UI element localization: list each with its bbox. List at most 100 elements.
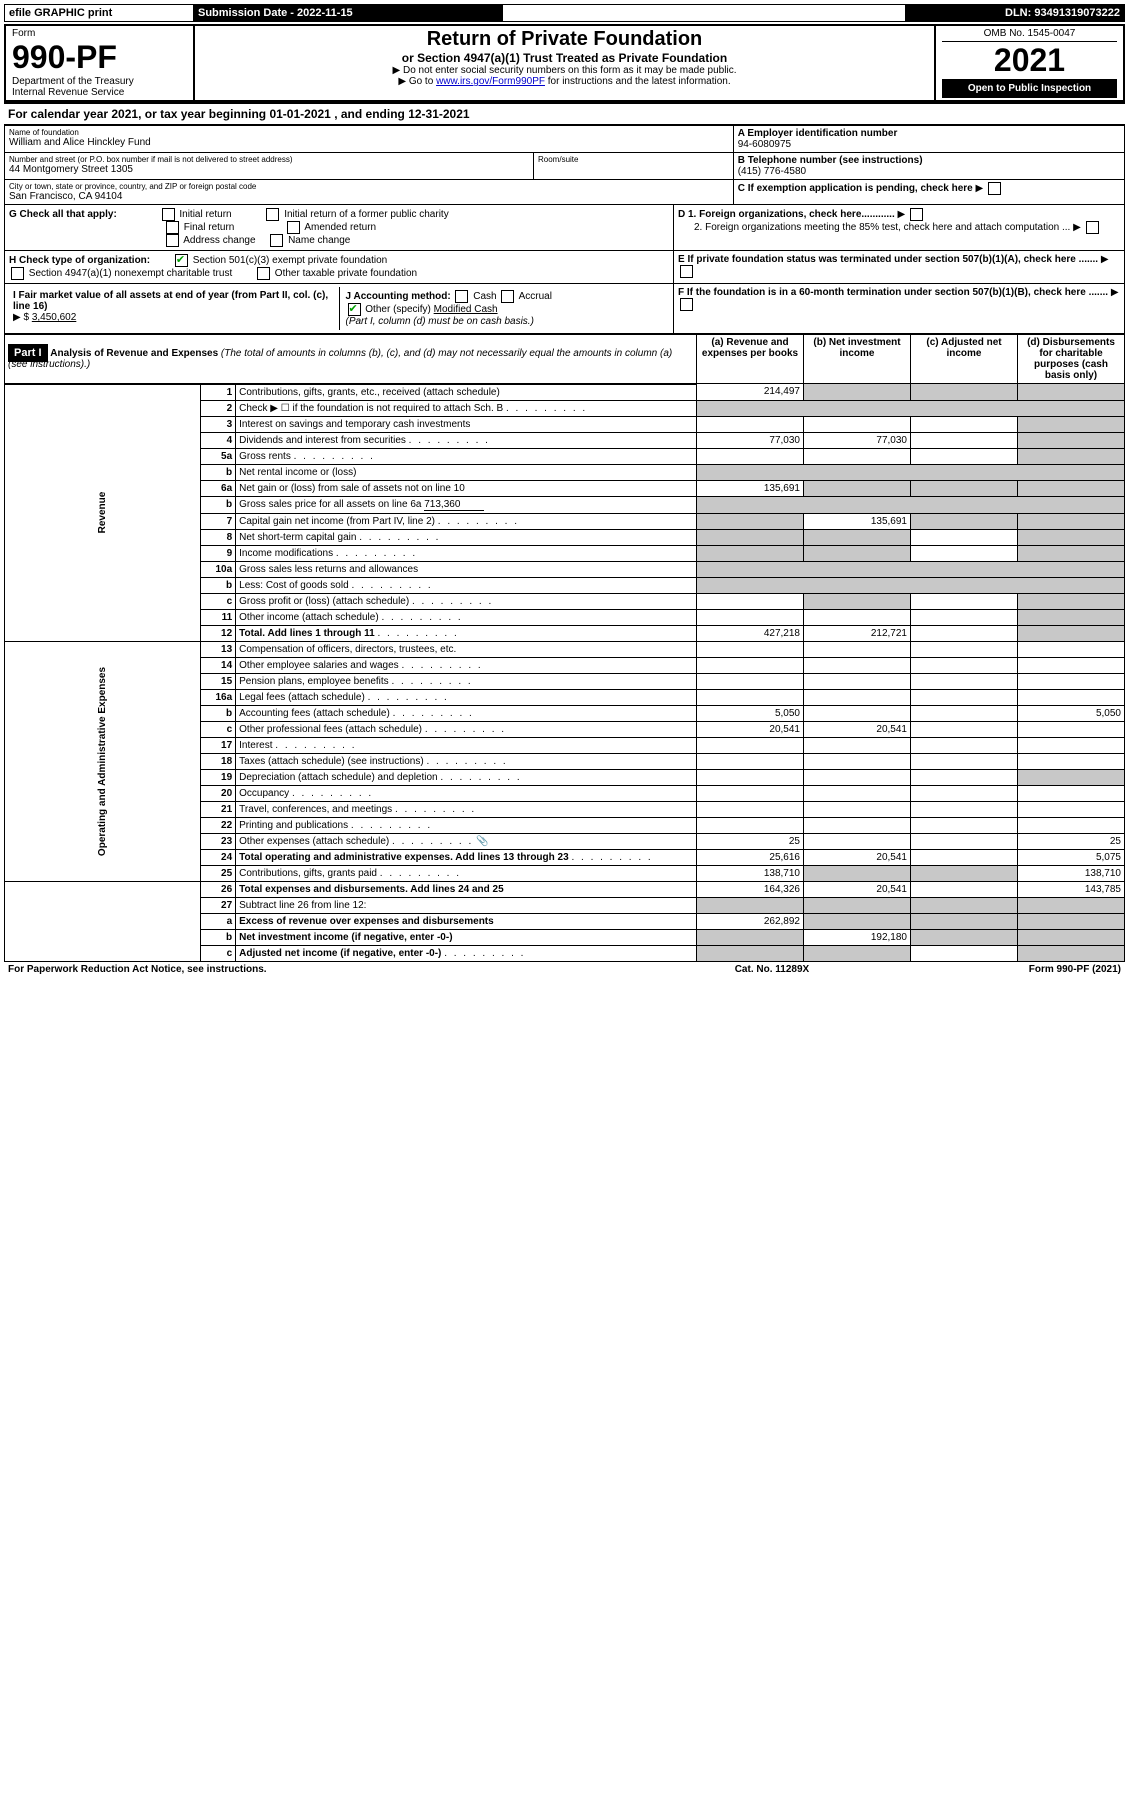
line-25-d: 138,710	[1018, 865, 1125, 881]
foreign-org-checkbox[interactable]	[910, 208, 923, 221]
city-label: City or town, state or province, country…	[9, 182, 729, 191]
line-12-b: 212,721	[804, 625, 911, 641]
col-b-header: (b) Net investment income	[804, 335, 911, 384]
line-27a-a: 262,892	[697, 913, 804, 929]
other-method-checkbox[interactable]	[348, 303, 361, 316]
line-14: Other employee salaries and wages	[236, 657, 697, 673]
initial-former-checkbox[interactable]	[266, 208, 279, 221]
line-26-d: 143,785	[1018, 881, 1125, 897]
dln: DLN: 93491319073222	[906, 5, 1125, 22]
amended-return-checkbox[interactable]	[287, 221, 300, 234]
form-word: Form	[12, 28, 187, 39]
line-16b-d: 5,050	[1018, 705, 1125, 721]
omb-number: OMB No. 1545-0047	[942, 28, 1117, 42]
line-15: Pension plans, employee benefits	[236, 673, 697, 689]
501c3-checkbox[interactable]	[175, 254, 188, 267]
page-footer: For Paperwork Reduction Act Notice, see …	[4, 962, 1125, 977]
check-section: G Check all that apply: Initial return I…	[4, 205, 1125, 334]
status-terminated-checkbox[interactable]	[680, 265, 693, 278]
line-12: Total. Add lines 1 through 11	[236, 625, 697, 641]
accrual-checkbox[interactable]	[501, 290, 514, 303]
line-5b: Net rental income or (loss)	[236, 464, 697, 480]
cash-checkbox[interactable]	[455, 290, 468, 303]
form-title: Return of Private Foundation	[201, 28, 928, 51]
city-value: San Francisco, CA 94104	[9, 191, 729, 202]
year-begin: 01-01-2021	[269, 107, 330, 121]
line-27: Subtract line 26 from line 12:	[236, 897, 697, 913]
part1-table: Part I Analysis of Revenue and Expenses …	[4, 334, 1125, 962]
60-month-checkbox[interactable]	[680, 298, 693, 311]
line-16c-a: 20,541	[697, 721, 804, 737]
line-24-b: 20,541	[804, 849, 911, 865]
j-note: (Part I, column (d) must be on cash basi…	[346, 316, 534, 327]
line-1: Contributions, gifts, grants, etc., rece…	[236, 384, 697, 401]
line-19: Depreciation (attach schedule) and deple…	[236, 769, 697, 785]
catalog-number: Cat. No. 11289X	[669, 962, 875, 977]
line-27c: Adjusted net income (if negative, enter …	[236, 945, 697, 961]
line-16a: Legal fees (attach schedule)	[236, 689, 697, 705]
line-7: Capital gain net income (from Part IV, l…	[236, 513, 697, 529]
line-9: Income modifications	[236, 545, 697, 561]
line-6a-a: 135,691	[697, 480, 804, 496]
irs-label: Internal Revenue Service	[12, 87, 187, 98]
instr-line-1: ▶ Do not enter social security numbers o…	[201, 65, 928, 76]
line-10c: Gross profit or (loss) (attach schedule)	[236, 593, 697, 609]
address-change-checkbox[interactable]	[166, 234, 179, 247]
address-label: Number and street (or P.O. box number if…	[9, 155, 529, 164]
line-25: Contributions, gifts, grants paid	[236, 865, 697, 881]
line-24-d: 5,075	[1018, 849, 1125, 865]
efile-label[interactable]: efile GRAPHIC print	[5, 5, 194, 22]
room-label: Room/suite	[538, 155, 729, 164]
e-label: E If private foundation status was termi…	[678, 254, 1098, 265]
expenses-sidebar: Operating and Administrative Expenses	[5, 641, 201, 881]
col-d-header: (d) Disbursements for charitable purpose…	[1018, 335, 1125, 384]
tax-year: 2021	[942, 42, 1117, 79]
ein-label: A Employer identification number	[738, 128, 1120, 139]
form-number: 990-PF	[12, 39, 187, 76]
other-taxable-checkbox[interactable]	[257, 267, 270, 280]
paperwork-notice: For Paperwork Reduction Act Notice, see …	[4, 962, 669, 977]
line-2: Check ▶ ☐ if the foundation is not requi…	[236, 400, 697, 416]
line-8: Net short-term capital gain	[236, 529, 697, 545]
d2-label: 2. Foreign organizations meeting the 85%…	[694, 222, 1070, 233]
4947-checkbox[interactable]	[11, 267, 24, 280]
g-label: G Check all that apply:	[9, 209, 117, 220]
line-21: Travel, conferences, and meetings	[236, 801, 697, 817]
line-18: Taxes (attach schedule) (see instruction…	[236, 753, 697, 769]
f-label: F If the foundation is in a 60-month ter…	[678, 287, 1108, 298]
instr-line-2: ▶ Go to www.irs.gov/Form990PF for instru…	[201, 76, 928, 87]
line-10a: Gross sales less returns and allowances	[236, 561, 697, 577]
line-27b-b: 192,180	[804, 929, 911, 945]
phone-value: (415) 776-4580	[738, 166, 1120, 177]
form990pf-link[interactable]: www.irs.gov/Form990PF	[436, 76, 545, 87]
h-label: H Check type of organization:	[9, 255, 150, 266]
open-to-public: Open to Public Inspection	[942, 79, 1117, 98]
exemption-pending-label: C If exemption application is pending, c…	[738, 183, 973, 194]
j-label: J Accounting method:	[346, 291, 451, 302]
line-23-a: 25	[697, 833, 804, 849]
line-1-a: 214,497	[697, 384, 804, 401]
line-11: Other income (attach schedule)	[236, 609, 697, 625]
initial-return-checkbox[interactable]	[162, 208, 175, 221]
exemption-checkbox[interactable]	[988, 182, 1001, 195]
line-13: Compensation of officers, directors, tru…	[236, 641, 697, 657]
final-return-checkbox[interactable]	[166, 221, 179, 234]
attachment-icon[interactable]: 📎	[476, 836, 488, 847]
line-23: Other expenses (attach schedule) 📎	[236, 833, 697, 849]
line-10b: Less: Cost of goods sold	[236, 577, 697, 593]
name-change-checkbox[interactable]	[270, 234, 283, 247]
other-method-value: Modified Cash	[434, 304, 498, 315]
ein-value: 94-6080975	[738, 139, 1120, 150]
top-bar: efile GRAPHIC print Submission Date - 20…	[4, 4, 1125, 22]
col-a-header: (a) Revenue and expenses per books	[697, 335, 804, 384]
line-16c: Other professional fees (attach schedule…	[236, 721, 697, 737]
line-27a: Excess of revenue over expenses and disb…	[236, 913, 697, 929]
foundation-name: William and Alice Hinckley Fund	[9, 137, 729, 148]
line-4-b: 77,030	[804, 432, 911, 448]
foreign-85-checkbox[interactable]	[1086, 221, 1099, 234]
line-24: Total operating and administrative expen…	[236, 849, 697, 865]
line-6a: Net gain or (loss) from sale of assets n…	[236, 480, 697, 496]
line-24-a: 25,616	[697, 849, 804, 865]
line-6b: Gross sales price for all assets on line…	[236, 496, 697, 513]
address-value: 44 Montgomery Street 1305	[9, 164, 529, 175]
